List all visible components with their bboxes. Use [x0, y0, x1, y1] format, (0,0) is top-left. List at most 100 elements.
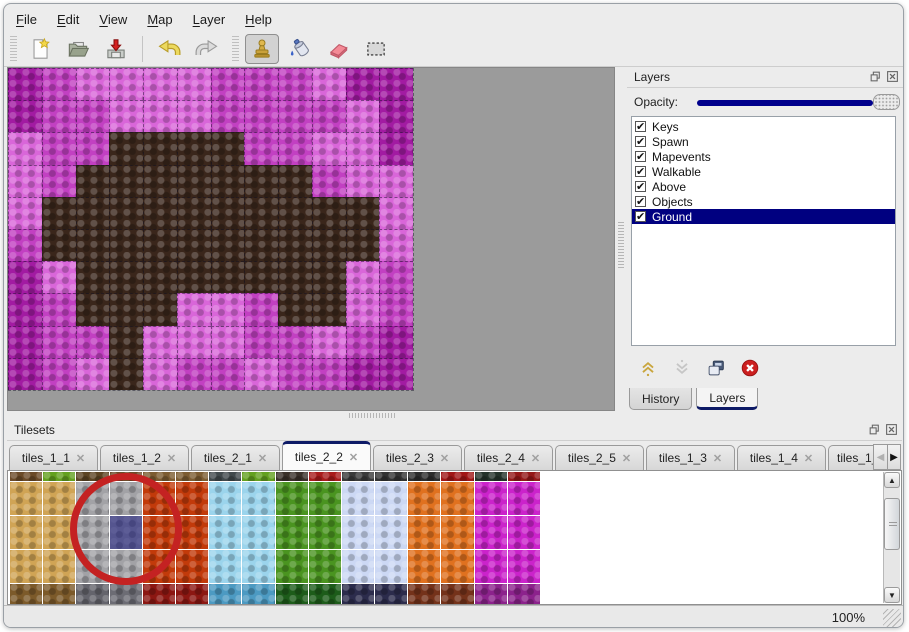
- menu-map[interactable]: Map: [147, 11, 173, 27]
- map-tile[interactable]: [345, 293, 380, 326]
- map-tile[interactable]: [379, 261, 413, 294]
- map-tile[interactable]: [244, 261, 278, 294]
- tileset-tile-partial[interactable]: [10, 472, 43, 481]
- layer-visibility-checkbox[interactable]: ✔: [635, 121, 646, 133]
- tileset-tile-crystal[interactable]: [341, 550, 375, 583]
- map-tile[interactable]: [75, 261, 110, 294]
- tab-close-icon[interactable]: ✕: [75, 452, 86, 465]
- tileset-tile-partial[interactable]: [341, 472, 375, 481]
- open-map-button[interactable]: [61, 34, 95, 64]
- map-tile[interactable]: [345, 357, 380, 390]
- map-tile[interactable]: [210, 164, 245, 197]
- map-tile[interactable]: [379, 164, 413, 197]
- tileset-tile-ice[interactable]: [242, 516, 275, 549]
- tileset-tile-partial[interactable]: [375, 584, 408, 604]
- menu-help[interactable]: Help: [245, 11, 272, 27]
- tileset-tile-lava[interactable]: [142, 516, 175, 549]
- map-tile[interactable]: [379, 100, 413, 133]
- map-tile[interactable]: [8, 261, 42, 294]
- close-panel-icon[interactable]: [886, 70, 899, 83]
- map-tile[interactable]: [8, 228, 42, 262]
- map-tile[interactable]: [244, 293, 278, 326]
- tileset-tile-partial[interactable]: [242, 472, 275, 481]
- select-tool-button[interactable]: [359, 34, 393, 64]
- map-tile[interactable]: [244, 228, 278, 262]
- tileset-tile-partial[interactable]: [275, 584, 308, 604]
- tileset-tile-partial[interactable]: [474, 584, 507, 604]
- map-tile[interactable]: [379, 293, 413, 326]
- tileset-tile-pebble[interactable]: [441, 482, 474, 515]
- menu-view[interactable]: View: [99, 11, 128, 27]
- map-tile[interactable]: [311, 357, 346, 390]
- scroll-up-icon[interactable]: ▲: [884, 472, 900, 488]
- map-tile[interactable]: [176, 196, 211, 229]
- tileset-tile-partial[interactable]: [76, 584, 109, 604]
- map-tile[interactable]: [278, 68, 312, 101]
- tileset-tile-partial[interactable]: [175, 584, 209, 604]
- map-tile[interactable]: [8, 100, 42, 133]
- tileset-tab-tiles_2_5[interactable]: tiles_2_5 ✕: [555, 445, 644, 470]
- tileset-tile-magenta[interactable]: [507, 516, 540, 549]
- tileset-tile-lava[interactable]: [142, 550, 175, 583]
- tileset-tile-pebble[interactable]: [441, 516, 474, 549]
- menu-edit[interactable]: Edit: [56, 11, 80, 27]
- map-tile[interactable]: [278, 100, 312, 133]
- map-tile-grid[interactable]: [8, 68, 414, 391]
- map-tile[interactable]: [143, 68, 177, 101]
- tileset-tile-partial[interactable]: [109, 584, 142, 604]
- map-tile[interactable]: [278, 228, 312, 262]
- layer-row[interactable]: ✔ Walkable: [632, 164, 895, 179]
- map-tile[interactable]: [176, 164, 211, 197]
- map-tile[interactable]: [278, 325, 312, 358]
- map-tile[interactable]: [75, 228, 110, 262]
- tileset-tile-selected[interactable]: [109, 516, 142, 549]
- map-tile[interactable]: [379, 196, 413, 229]
- map-tile[interactable]: [278, 357, 312, 390]
- tileset-tile-lava[interactable]: [175, 516, 209, 549]
- map-tile[interactable]: [143, 100, 177, 133]
- tileset-tile-partial[interactable]: [209, 472, 242, 481]
- tileset-tile-ice[interactable]: [209, 482, 242, 515]
- map-tile[interactable]: [8, 164, 42, 197]
- tileset-tab-tiles_2_1[interactable]: tiles_2_1 ✕: [191, 445, 280, 470]
- layer-row[interactable]: ✔ Spawn: [632, 134, 895, 149]
- vertical-splitter[interactable]: [616, 67, 627, 411]
- map-tile[interactable]: [244, 132, 278, 165]
- map-tile[interactable]: [210, 357, 245, 390]
- fill-tool-button[interactable]: [283, 34, 317, 64]
- map-tile[interactable]: [210, 293, 245, 326]
- map-tile[interactable]: [379, 325, 413, 358]
- duplicate-layer-button[interactable]: [703, 355, 729, 381]
- map-tile[interactable]: [379, 228, 413, 262]
- tileset-tile-partial[interactable]: [142, 584, 175, 604]
- map-tile[interactable]: [143, 357, 177, 390]
- map-tile[interactable]: [109, 228, 143, 262]
- tileset-tile-pebble[interactable]: [441, 550, 474, 583]
- tileset-tile-magenta[interactable]: [507, 550, 540, 583]
- tileset-tile-sand[interactable]: [43, 516, 76, 549]
- map-tile[interactable]: [109, 132, 143, 165]
- layer-visibility-checkbox[interactable]: ✔: [635, 151, 646, 163]
- tileset-tile-partial[interactable]: [341, 584, 375, 604]
- tileset-tile-magenta[interactable]: [474, 516, 507, 549]
- eraser-tool-button[interactable]: [321, 34, 355, 64]
- layer-row[interactable]: ✔ Above: [632, 179, 895, 194]
- map-tile[interactable]: [75, 357, 110, 390]
- map-tile[interactable]: [109, 100, 143, 133]
- map-tile[interactable]: [278, 164, 312, 197]
- splitter-grip[interactable]: [349, 413, 395, 418]
- map-tile[interactable]: [109, 261, 143, 294]
- tileset-tile-vine[interactable]: [275, 482, 308, 515]
- tileset-tile-pebble[interactable]: [408, 550, 441, 583]
- tileset-tile-partial[interactable]: [375, 472, 408, 481]
- map-tile[interactable]: [244, 196, 278, 229]
- map-tile[interactable]: [210, 261, 245, 294]
- menu-layer[interactable]: Layer: [192, 11, 226, 27]
- map-tile[interactable]: [311, 100, 346, 133]
- toolbar-grip[interactable]: [10, 35, 17, 62]
- map-tile[interactable]: [379, 132, 413, 165]
- opacity-slider[interactable]: [697, 100, 873, 106]
- tileset-tile-crystal[interactable]: [341, 516, 375, 549]
- layer-row[interactable]: ✔ Ground: [632, 209, 895, 224]
- map-tile[interactable]: [109, 164, 143, 197]
